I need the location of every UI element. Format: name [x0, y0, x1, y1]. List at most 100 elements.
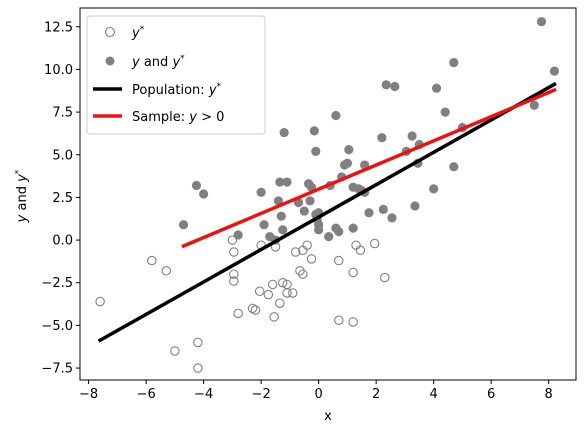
legend-box — [86, 15, 266, 135]
x-tick-label: −8 — [79, 387, 98, 402]
data-point-y-and-y-star — [410, 201, 420, 211]
data-point-y-star — [254, 286, 265, 297]
data-point-y-and-y-star — [311, 146, 321, 156]
data-point-y-and-y-star — [407, 131, 417, 141]
data-point-y-and-y-star — [387, 213, 397, 223]
data-point-y-and-y-star — [331, 110, 341, 121]
population-fit-line — [97, 81, 557, 343]
data-point-y-star — [355, 245, 366, 256]
data-point-y-and-y-star — [377, 133, 387, 143]
data-point-y-star — [298, 269, 308, 279]
data-point-y-star — [275, 298, 285, 308]
data-point-y-star — [250, 305, 261, 315]
data-point-y-star — [229, 276, 239, 286]
x-tick-label: 8 — [545, 387, 553, 402]
data-point-y-and-y-star — [381, 80, 391, 90]
data-point-y-star — [193, 363, 203, 373]
data-point-y-star — [95, 296, 105, 307]
y-axis-label: y and y* — [14, 169, 30, 223]
data-point-y-and-y-star — [390, 81, 400, 92]
legend-label-y-star: y* — [131, 25, 145, 41]
y-tick-label: −5.0 — [41, 319, 73, 334]
data-point-y-and-y-star — [273, 196, 283, 206]
data-point-y-and-y-star — [449, 162, 459, 172]
data-point-y-star — [334, 315, 344, 326]
data-point-y-and-y-star — [529, 100, 539, 110]
data-point-y-and-y-star — [275, 177, 285, 187]
data-point-y-star — [269, 312, 279, 322]
legend-label-population: Population: y* — [132, 82, 222, 98]
y-tick-label: 7.5 — [52, 106, 73, 121]
data-point-y-and-y-star — [191, 180, 202, 191]
legend-label-sample: Sample: y > 0 — [132, 110, 224, 125]
x-tick-label: −4 — [194, 387, 213, 402]
data-point-y-star — [277, 277, 288, 288]
data-point-y-star — [170, 346, 180, 356]
data-point-y-star — [380, 272, 390, 283]
x-tick-label: 4 — [430, 387, 438, 402]
data-point-y-and-y-star — [348, 223, 358, 233]
data-point-y-and-y-star — [233, 230, 243, 240]
data-point-y-and-y-star — [364, 208, 374, 218]
data-point-y-star — [369, 238, 380, 249]
data-point-y-star — [290, 247, 301, 257]
x-tick-label: 6 — [487, 387, 495, 402]
data-point-y-star — [282, 288, 292, 298]
data-point-y-and-y-star — [276, 211, 286, 221]
x-axis-label: x — [324, 409, 332, 424]
y-tick-label: 12.5 — [44, 20, 73, 35]
data-point-y-star — [306, 254, 317, 264]
data-point-y-and-y-star — [309, 126, 319, 136]
data-point-y-star — [147, 255, 157, 266]
legend-label-y-and-y-star: y and y* — [131, 54, 185, 70]
data-point-y-star — [229, 247, 239, 257]
data-point-y-and-y-star — [178, 220, 189, 230]
data-point-y-star — [267, 279, 278, 290]
data-point-y-star — [193, 337, 203, 348]
data-point-y-and-y-star — [299, 206, 309, 216]
data-point-y-and-y-star — [314, 225, 324, 235]
y-tick-label: −2.5 — [41, 276, 73, 291]
legend: y* y and y* Population: y* Sample: y > 0 — [86, 15, 266, 135]
data-point-y-and-y-star — [536, 17, 547, 27]
data-point-y-star — [229, 269, 239, 279]
data-point-y-and-y-star — [199, 189, 209, 199]
data-point-y-and-y-star — [256, 187, 266, 197]
legend-marker-hollow — [104, 26, 116, 38]
data-point-y-star — [302, 240, 312, 250]
sample-fit-line — [181, 87, 557, 249]
data-point-y-star — [161, 266, 172, 276]
data-point-y-and-y-star — [449, 58, 459, 68]
data-point-y-and-y-star — [305, 196, 315, 206]
data-point-y-and-y-star — [334, 226, 344, 237]
data-point-y-star — [334, 255, 344, 266]
x-tick-label: −6 — [137, 387, 156, 402]
data-point-y-star — [263, 289, 274, 300]
x-tick-label: 2 — [372, 387, 380, 402]
data-point-y-star — [227, 235, 238, 245]
data-point-y-and-y-star — [429, 184, 439, 194]
data-point-y-and-y-star — [440, 107, 450, 117]
data-point-y-and-y-star — [431, 83, 442, 93]
plot-area — [95, 17, 560, 373]
axis-ticks: −8 −6 −4 −2 0 2 4 6 8 −7.5 −5.0 −2.5 0.0 2.5 5.0 7.5 10.… — [41, 20, 552, 402]
data-point-y-and-y-star — [549, 66, 560, 76]
data-point-y-star — [295, 266, 305, 276]
series-layer — [95, 17, 560, 373]
data-point-y-and-y-star — [279, 127, 289, 138]
data-point-y-star — [233, 308, 243, 319]
data-point-y-and-y-star — [282, 177, 292, 187]
data-point-y-star — [348, 267, 358, 278]
plot-frame — [79, 7, 577, 381]
axes-frame — [79, 7, 577, 381]
data-point-y-star — [288, 288, 298, 298]
data-point-y-and-y-star — [378, 204, 388, 214]
legend-marker-filled — [105, 56, 115, 66]
data-point-y-and-y-star — [278, 225, 288, 235]
data-point-y-and-y-star — [259, 220, 269, 230]
y-tick-label: 2.5 — [52, 191, 73, 206]
x-tick-label: −2 — [252, 387, 271, 402]
data-point-y-star — [348, 317, 358, 327]
y-tick-label: 0.0 — [52, 234, 73, 249]
